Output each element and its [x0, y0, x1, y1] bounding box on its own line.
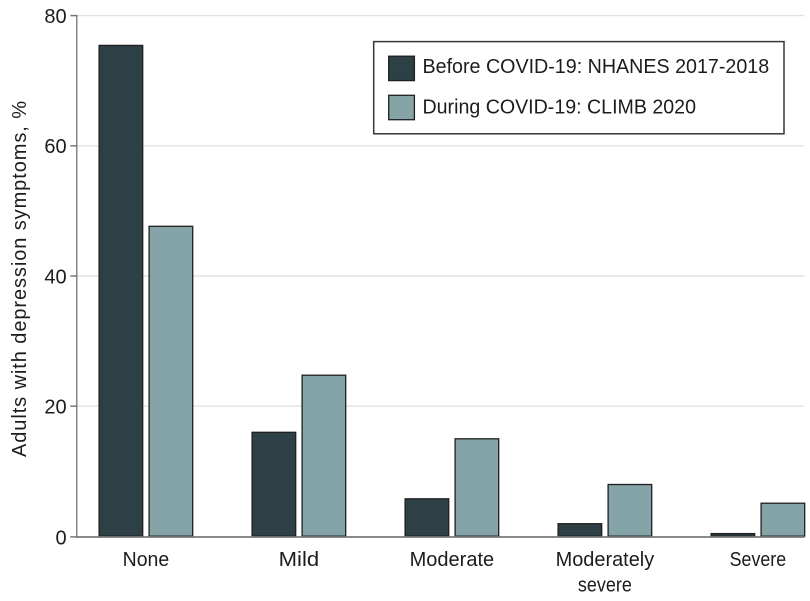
- svg-text:severe: severe: [578, 575, 632, 597]
- svg-text:20: 20: [44, 397, 66, 419]
- svg-text:Mild: Mild: [279, 549, 320, 571]
- svg-text:None: None: [123, 549, 170, 571]
- svg-text:Moderate: Moderate: [410, 549, 495, 571]
- svg-text:During COVID-19: CLIMB 2020: During COVID-19: CLIMB 2020: [423, 96, 697, 118]
- svg-text:40: 40: [44, 266, 66, 288]
- svg-text:Before COVID-19: NHANES 2017-2: Before COVID-19: NHANES 2017-2018: [423, 56, 770, 78]
- svg-text:60: 60: [44, 136, 66, 158]
- svg-text:80: 80: [44, 6, 66, 28]
- svg-text:Severe: Severe: [730, 549, 787, 571]
- svg-text:Moderately: Moderately: [556, 549, 655, 571]
- svg-text:0: 0: [55, 528, 66, 550]
- svg-text:Adults with depression symptom: Adults with depression symptoms, %: [9, 101, 31, 457]
